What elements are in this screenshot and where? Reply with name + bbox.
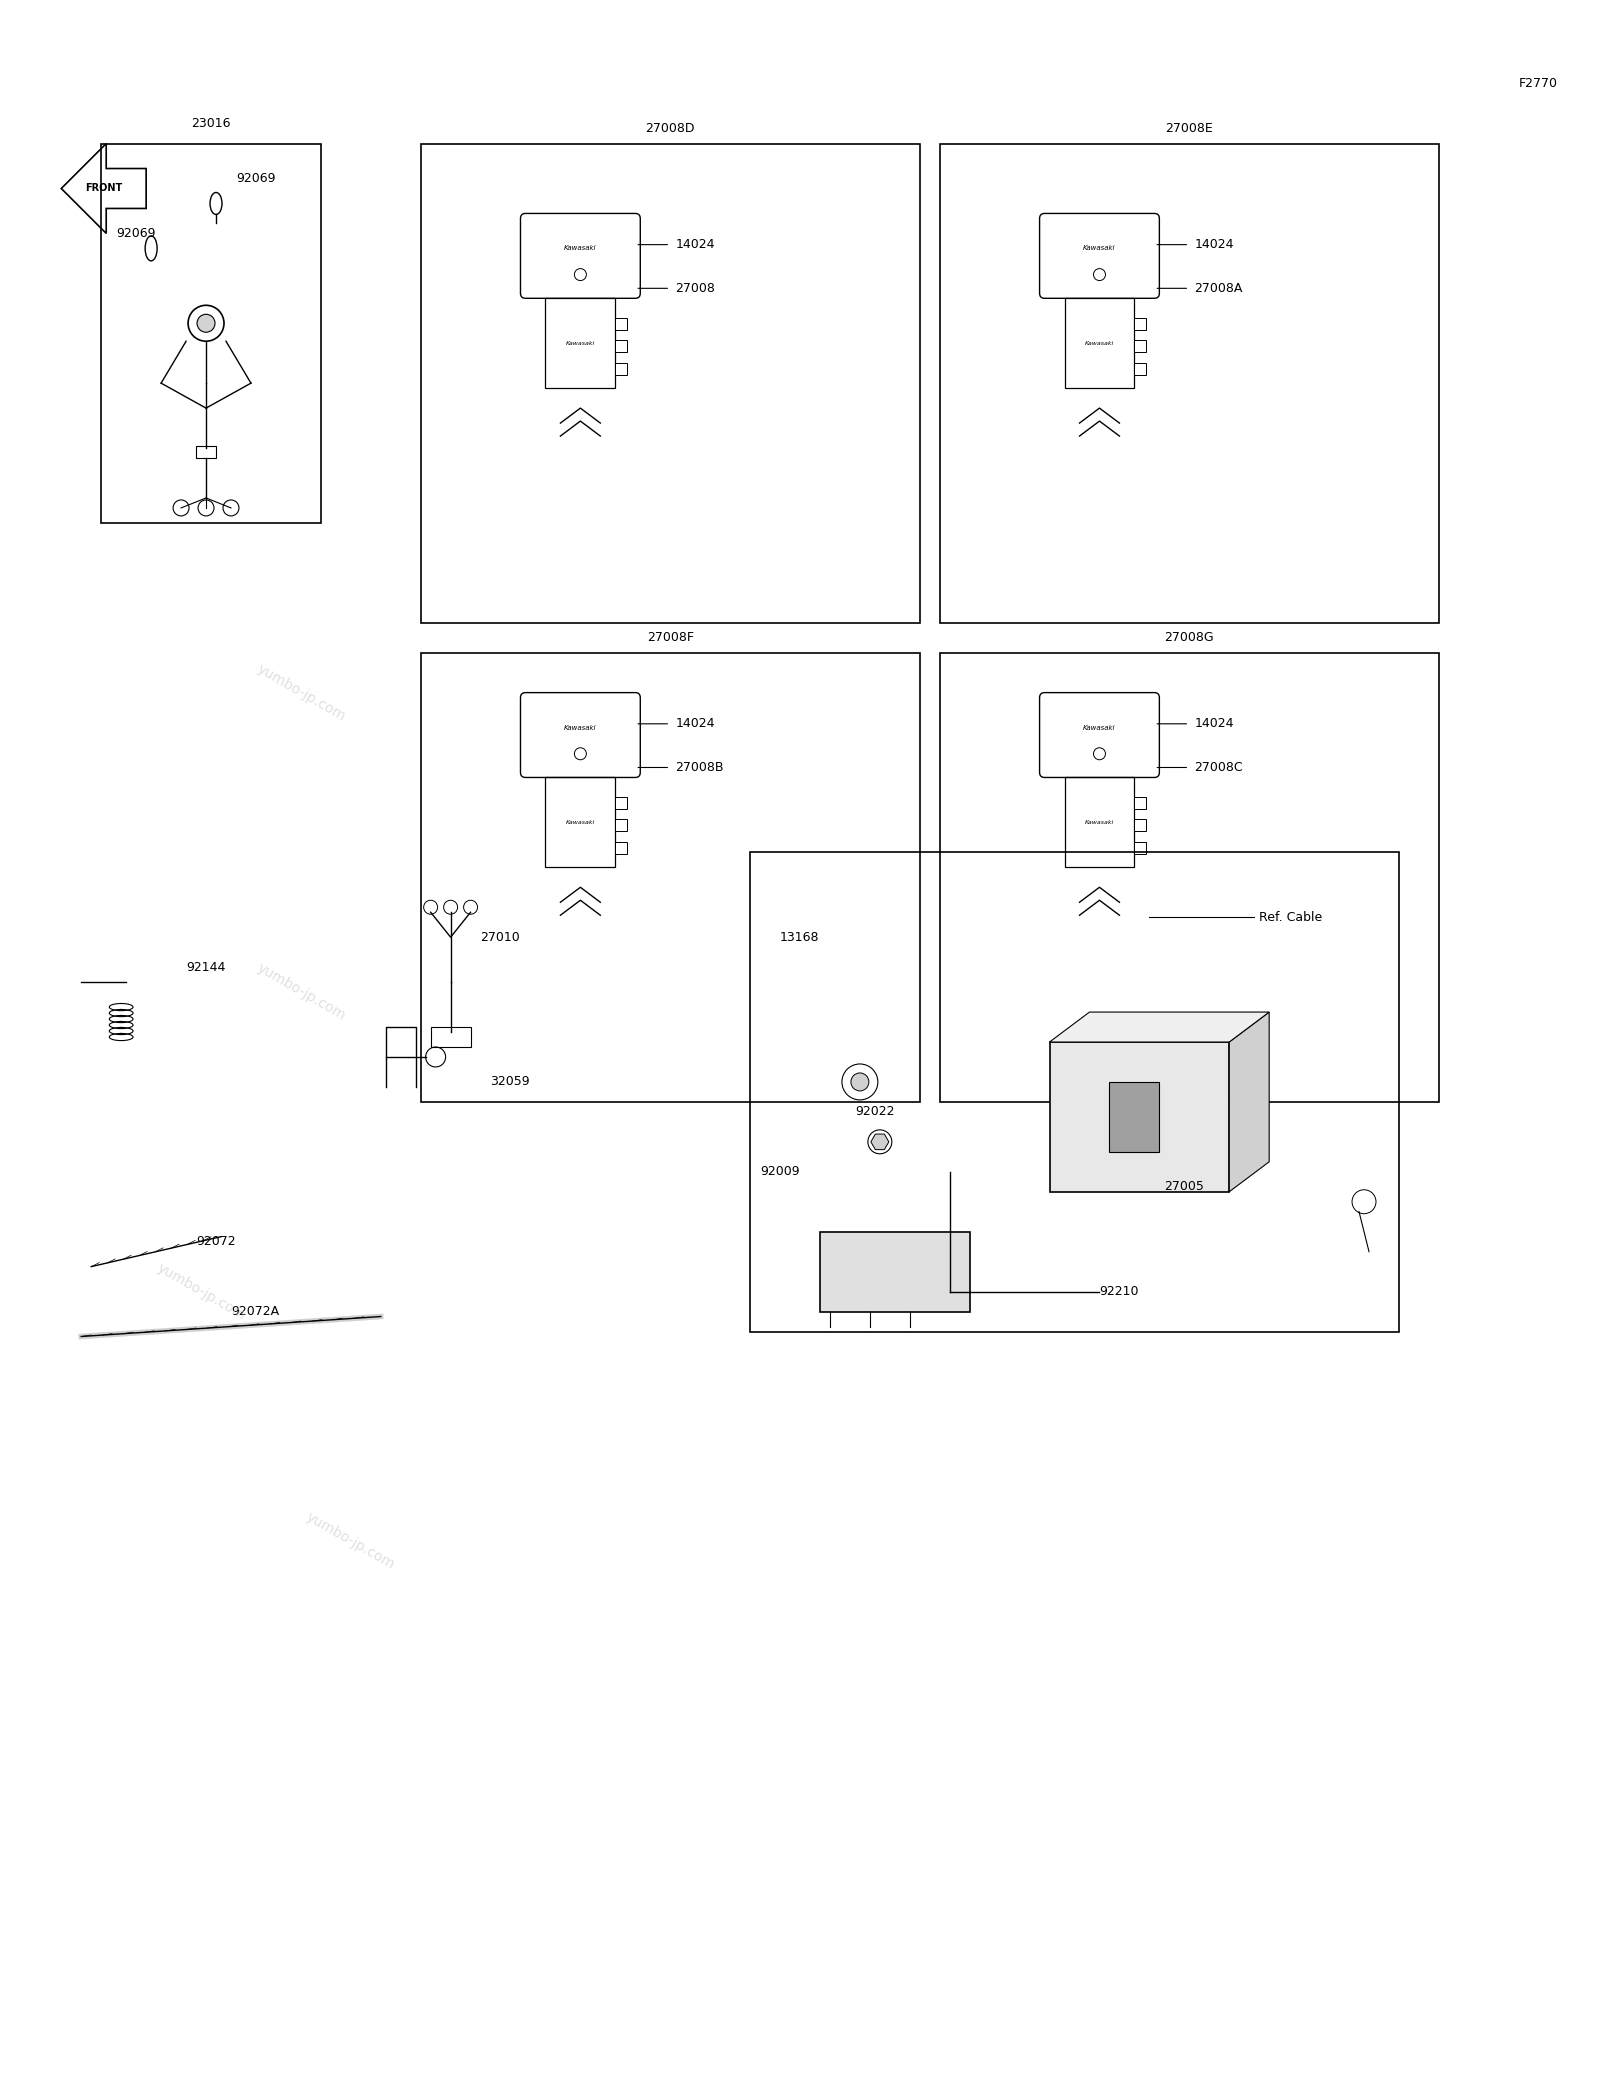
Circle shape [842, 1065, 878, 1100]
FancyBboxPatch shape [520, 692, 640, 778]
Text: F2770: F2770 [1518, 77, 1558, 90]
Text: 27008G: 27008G [1165, 632, 1214, 644]
Circle shape [424, 900, 438, 914]
Text: Ref. Cable: Ref. Cable [1259, 910, 1323, 925]
Text: yumbo-jp.com: yumbo-jp.com [254, 960, 347, 1023]
Circle shape [189, 305, 224, 341]
Bar [616, 820, 627, 831]
Circle shape [1352, 1190, 1376, 1213]
Text: 27008B: 27008B [675, 761, 723, 774]
Text: Kawasaki: Kawasaki [1083, 724, 1115, 730]
Bar [546, 778, 616, 868]
Bar [1064, 778, 1134, 868]
Text: Kawasaki: Kawasaki [565, 245, 597, 251]
Bar [546, 299, 616, 389]
Text: 27008F: 27008F [646, 632, 694, 644]
Text: 14024: 14024 [1194, 238, 1234, 251]
Polygon shape [1050, 1013, 1269, 1042]
Text: Kawasaki: Kawasaki [1083, 245, 1115, 251]
Circle shape [197, 314, 214, 333]
Text: 27008D: 27008D [645, 121, 694, 136]
Bar [1064, 299, 1134, 389]
FancyBboxPatch shape [1040, 213, 1160, 299]
Text: 14024: 14024 [675, 238, 715, 251]
Bar [1134, 841, 1146, 854]
Bar [616, 341, 627, 351]
Ellipse shape [210, 192, 222, 215]
Circle shape [222, 500, 238, 517]
FancyBboxPatch shape [1040, 692, 1160, 778]
Circle shape [443, 900, 458, 914]
Text: 14024: 14024 [675, 718, 715, 730]
Bar [939, 144, 1438, 623]
Bar [616, 362, 627, 374]
Text: Kawasaki: Kawasaki [1085, 820, 1114, 824]
Text: 92069: 92069 [235, 172, 275, 184]
Polygon shape [61, 144, 146, 234]
Circle shape [867, 1130, 891, 1155]
Text: 92210: 92210 [1099, 1284, 1139, 1297]
Bar [1134, 318, 1146, 331]
Circle shape [1093, 268, 1106, 280]
Text: yumbo-jp.com: yumbo-jp.com [154, 1261, 248, 1322]
Text: Kawasaki: Kawasaki [566, 820, 595, 824]
Text: 27008: 27008 [675, 282, 715, 295]
Text: yumbo-jp.com: yumbo-jp.com [254, 661, 347, 724]
Text: Kawasaki: Kawasaki [1085, 341, 1114, 345]
Text: 13168: 13168 [781, 931, 819, 943]
FancyBboxPatch shape [520, 213, 640, 299]
Text: 14024: 14024 [1194, 718, 1234, 730]
Text: 92022: 92022 [854, 1105, 894, 1119]
Bar [750, 851, 1398, 1331]
Bar [1134, 820, 1146, 831]
Text: 92144: 92144 [186, 960, 226, 973]
Circle shape [851, 1073, 869, 1090]
Bar [1109, 1082, 1160, 1153]
Text: Kawasaki: Kawasaki [565, 724, 597, 730]
Text: 92069: 92069 [117, 226, 155, 241]
Circle shape [464, 900, 477, 914]
Circle shape [426, 1046, 446, 1067]
Bar [101, 144, 322, 523]
Bar [616, 318, 627, 331]
Bar [1134, 341, 1146, 351]
Bar [616, 841, 627, 854]
Text: yumbo-jp.com: yumbo-jp.com [304, 1510, 397, 1573]
Bar [1134, 362, 1146, 374]
Bar [939, 653, 1438, 1102]
Bar [1050, 1042, 1229, 1192]
Text: Kawasaki: Kawasaki [566, 341, 595, 345]
Text: 92009: 92009 [760, 1165, 800, 1178]
Circle shape [1093, 747, 1106, 759]
Text: 92072A: 92072A [230, 1305, 278, 1318]
Circle shape [198, 500, 214, 517]
Ellipse shape [146, 236, 157, 262]
Text: 32059: 32059 [491, 1075, 530, 1088]
Text: 92072: 92072 [197, 1234, 235, 1249]
Circle shape [574, 747, 586, 759]
Circle shape [173, 500, 189, 517]
Text: 27008E: 27008E [1165, 121, 1213, 136]
Polygon shape [870, 1134, 890, 1151]
Bar [197, 446, 216, 458]
Bar [819, 1232, 970, 1312]
Circle shape [574, 268, 586, 280]
Bar [421, 653, 920, 1102]
Text: FRONT: FRONT [85, 184, 123, 192]
Text: 27008C: 27008C [1194, 761, 1243, 774]
Bar [616, 797, 627, 810]
Text: 27005: 27005 [1165, 1180, 1205, 1192]
Text: 27008A: 27008A [1194, 282, 1243, 295]
Text: 27010: 27010 [480, 931, 520, 943]
Text: 23016: 23016 [192, 117, 230, 130]
Bar [421, 144, 920, 623]
Bar [430, 1027, 470, 1046]
Polygon shape [1229, 1013, 1269, 1192]
Bar [1134, 797, 1146, 810]
